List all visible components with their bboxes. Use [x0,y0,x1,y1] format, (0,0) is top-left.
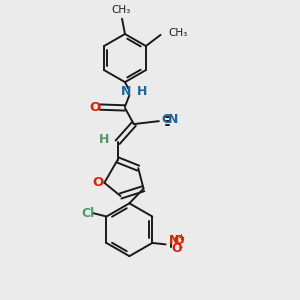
Text: CH₃: CH₃ [168,28,187,38]
Text: N: N [168,113,178,127]
Text: O: O [92,176,104,189]
Text: O: O [172,242,182,255]
Text: N: N [121,85,131,98]
Text: CH₃: CH₃ [111,5,130,15]
Text: ⁻: ⁻ [177,245,183,255]
Text: C: C [162,113,171,127]
Text: Cl: Cl [82,206,95,220]
Text: O: O [174,234,184,248]
Text: H: H [137,85,147,98]
Text: N: N [169,234,179,248]
Text: +: + [177,233,184,242]
Text: O: O [89,100,100,114]
Text: H: H [99,133,110,146]
